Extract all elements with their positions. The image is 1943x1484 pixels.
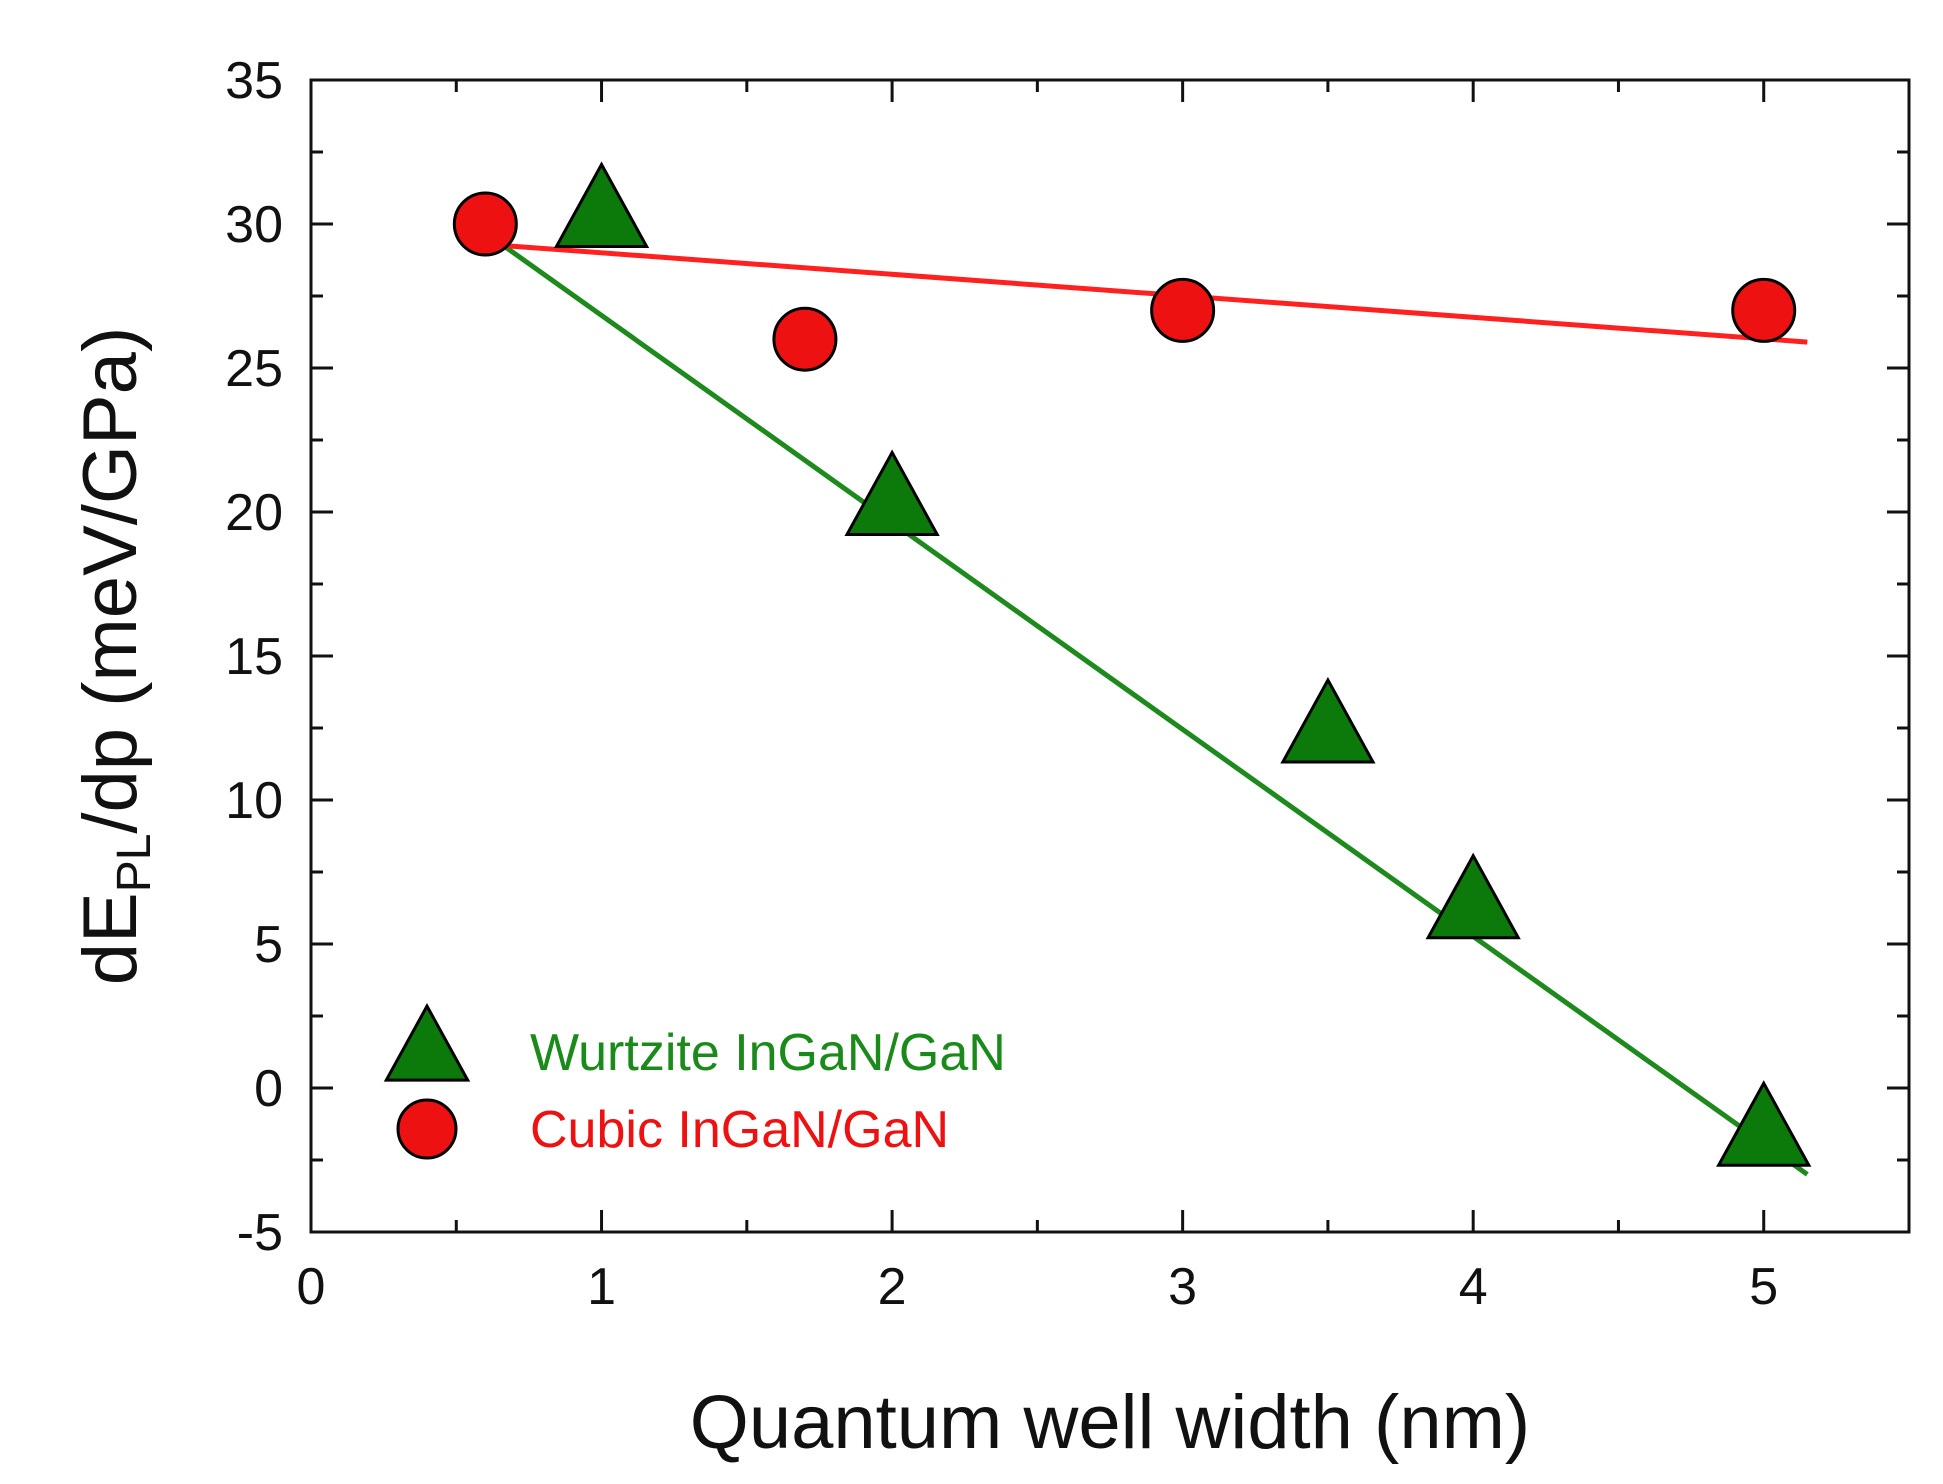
data-point-cubic — [452, 191, 518, 257]
data-point-wurtzite — [1716, 1080, 1812, 1167]
legend-label-wurtzite: Wurtzite InGaN/GaN — [530, 1024, 1006, 1082]
y-tick-label: 5 — [254, 916, 283, 974]
legend-circle-marker — [396, 1098, 458, 1160]
fit-line-wurtzite — [483, 230, 1809, 1177]
y-tick-label: 0 — [254, 1060, 283, 1118]
data-point-wurtzite — [553, 161, 650, 249]
y-tick-label: 10 — [225, 772, 283, 830]
y-tick-label: 20 — [225, 484, 283, 542]
y-axis-title: dEPL/dp (meV/GPa) — [68, 327, 161, 986]
x-tick-label: 4 — [1459, 1258, 1488, 1316]
x-tick-label: 3 — [1168, 1258, 1197, 1316]
y-axis-title-subscript: PL — [108, 834, 161, 893]
plot-frame — [309, 78, 1911, 1234]
fit-line-cubic — [485, 241, 1808, 345]
y-axis-title-rest: /dp (meV/GPa) — [68, 327, 153, 834]
x-tick-label: 0 — [297, 1258, 326, 1316]
x-tick-label: 2 — [878, 1258, 907, 1316]
legend-marker-wurtzite — [383, 1003, 471, 1082]
x-tick-label: 1 — [587, 1258, 616, 1316]
y-tick-label: 35 — [225, 52, 283, 110]
y-tick-label: 15 — [225, 628, 283, 686]
data-point-wurtzite — [1425, 852, 1521, 940]
y-tick-label: 30 — [225, 196, 283, 254]
data-point-cubic — [772, 306, 838, 372]
y-tick-label: -5 — [237, 1204, 283, 1262]
fit-lines — [483, 230, 1809, 1177]
legend-triangle-marker — [383, 1003, 471, 1082]
legend-label-cubic: Cubic InGaN/GaN — [530, 1101, 949, 1159]
y-axis-title-main: dE — [68, 892, 153, 985]
x-tick-label: 5 — [1749, 1258, 1778, 1316]
x-axis-title: Quantum well width (nm) — [690, 1380, 1531, 1465]
y-tick-label: 25 — [225, 340, 283, 398]
data-point-wurtzite — [1280, 676, 1376, 764]
data-points — [452, 161, 1812, 1167]
data-point-wurtzite — [844, 449, 940, 537]
legend-marker-cubic — [396, 1098, 458, 1160]
data-point-cubic — [1731, 277, 1797, 343]
legend: Wurtzite InGaN/GaN Cubic InGaN/GaN — [383, 1003, 1006, 1160]
data-point-cubic — [1150, 277, 1216, 343]
